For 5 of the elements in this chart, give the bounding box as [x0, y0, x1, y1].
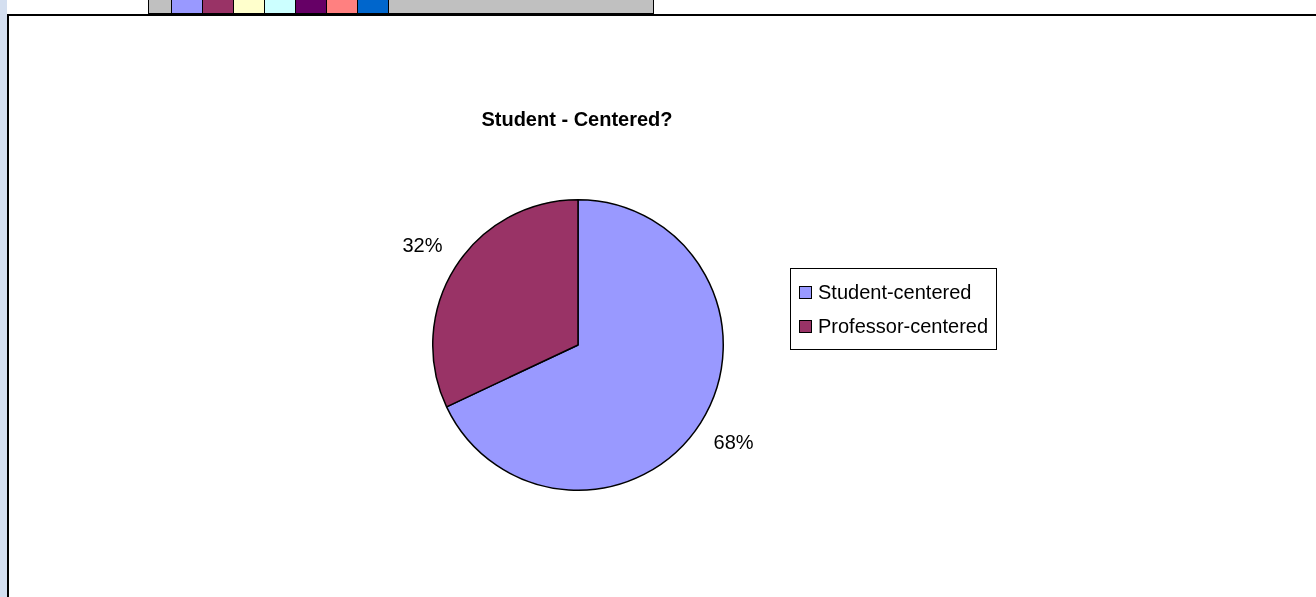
legend-label: Student-centered [818, 280, 972, 304]
data-label: 68% [713, 431, 754, 454]
chart-title: Student - Centered? [480, 108, 674, 131]
legend-label: Professor-centered [818, 314, 989, 338]
data-label: 32% [402, 233, 443, 256]
